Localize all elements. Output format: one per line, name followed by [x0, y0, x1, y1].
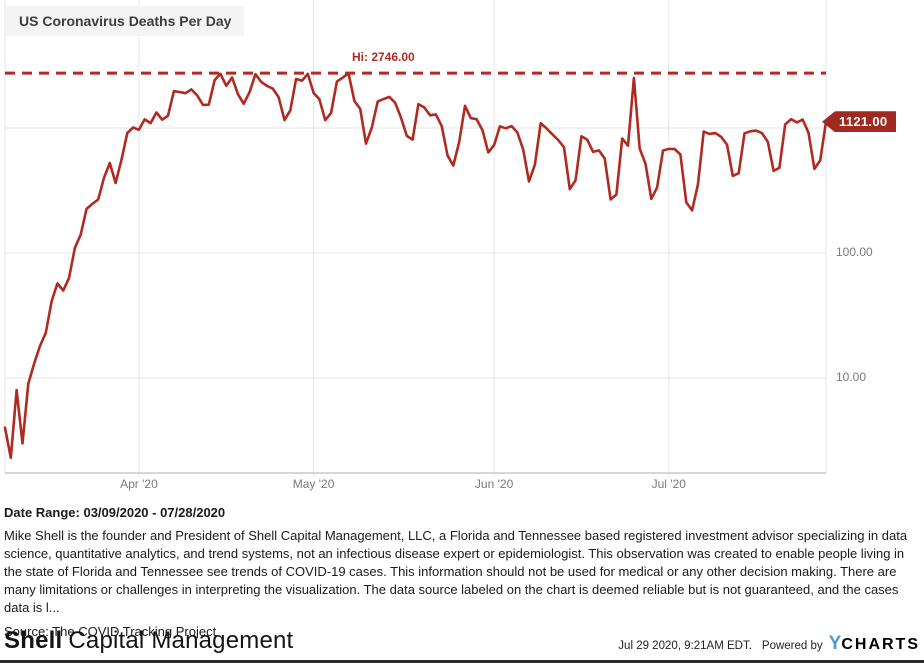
- ycharts-logo-y-icon: Y: [828, 633, 842, 654]
- brand-regular-text: Capital Management: [68, 627, 294, 654]
- powered-by-text: Powered by: [761, 640, 823, 652]
- x-axis-tick-label: Jul '20: [651, 477, 686, 491]
- brand-bold-text: Shell: [4, 627, 63, 654]
- source-label: Source: The COVID Tracking Project: [4, 624, 217, 639]
- y-axis-tick-label: 100.00: [836, 245, 873, 259]
- x-axis-tick-label: Apr '20: [120, 477, 158, 491]
- shell-capital-logo: Shell Capital Management: [4, 627, 293, 655]
- timestamp-attribution: Jul 29 2020, 9:21AM EDT. Powered by Y CHA…: [618, 633, 920, 655]
- chart-meta: Date Range: 03/09/2020 - 07/28/2020 Mike…: [0, 505, 924, 639]
- y-axis-tick-label: 10.00: [836, 370, 867, 384]
- bottom-edge-bar: [0, 660, 924, 663]
- disclaimer-text: Mike Shell is the founder and President …: [4, 528, 908, 615]
- chart-title: US Coronavirus Deaths Per Day: [6, 6, 245, 36]
- x-axis-tick-label: Jun '20: [474, 477, 514, 491]
- last-value-badge: 1121.00: [822, 111, 896, 133]
- chart-panel: US Coronavirus Deaths Per Day Hi: 2746.0…: [3, 0, 896, 491]
- footer-row: Shell Capital Management Jul 29 2020, 9:2…: [4, 627, 920, 655]
- high-value-label: Hi: 2746.00: [352, 50, 415, 64]
- date-range-label: Date Range: 03/09/2020 - 07/28/2020: [4, 505, 226, 520]
- deaths-per-day-series-line: [3, 71, 828, 460]
- x-axis-tick-label: May '20: [292, 477, 335, 491]
- chart-canvas: [3, 0, 828, 477]
- timestamp-text: Jul 29 2020, 9:21AM EDT.: [618, 640, 752, 652]
- ycharts-logo-text: CHARTS: [841, 636, 920, 653]
